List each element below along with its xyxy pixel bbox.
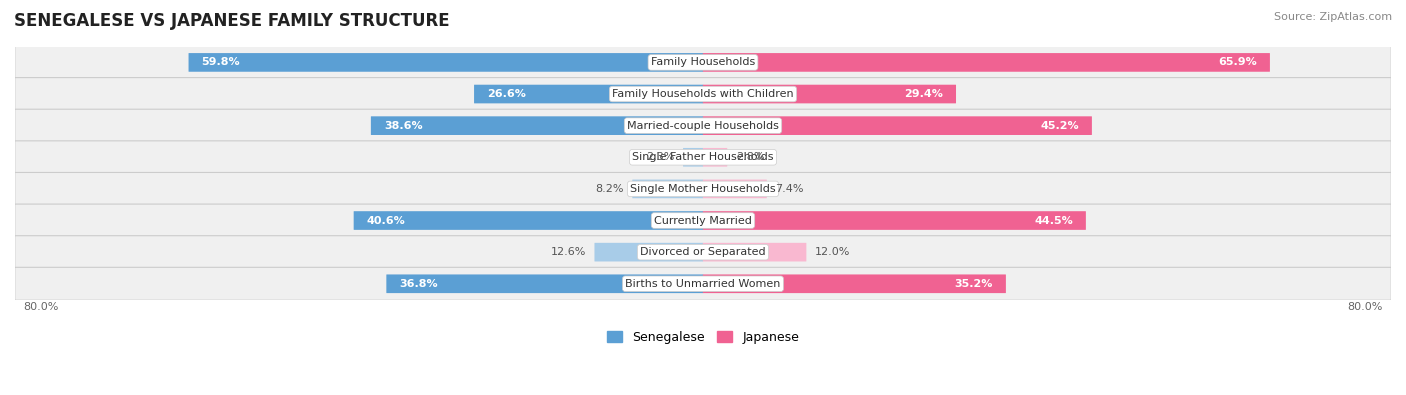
FancyBboxPatch shape — [15, 236, 1391, 269]
Text: Married-couple Households: Married-couple Households — [627, 120, 779, 131]
Text: 29.4%: 29.4% — [904, 89, 943, 99]
FancyBboxPatch shape — [15, 109, 1391, 142]
Text: Births to Unmarried Women: Births to Unmarried Women — [626, 279, 780, 289]
FancyBboxPatch shape — [354, 211, 703, 230]
Text: 2.8%: 2.8% — [735, 152, 765, 162]
FancyBboxPatch shape — [371, 117, 703, 135]
Text: 80.0%: 80.0% — [1347, 301, 1382, 312]
Text: 38.6%: 38.6% — [384, 120, 423, 131]
Text: 59.8%: 59.8% — [201, 57, 240, 68]
Text: Currently Married: Currently Married — [654, 216, 752, 226]
Text: Divorced or Separated: Divorced or Separated — [640, 247, 766, 257]
Text: Family Households with Children: Family Households with Children — [612, 89, 794, 99]
Text: 26.6%: 26.6% — [486, 89, 526, 99]
Text: 35.2%: 35.2% — [955, 279, 993, 289]
Text: 12.6%: 12.6% — [551, 247, 586, 257]
Text: 65.9%: 65.9% — [1218, 57, 1257, 68]
FancyBboxPatch shape — [387, 275, 703, 293]
FancyBboxPatch shape — [15, 204, 1391, 237]
FancyBboxPatch shape — [15, 173, 1391, 205]
Text: Family Households: Family Households — [651, 57, 755, 68]
Text: Single Mother Households: Single Mother Households — [630, 184, 776, 194]
Text: 44.5%: 44.5% — [1033, 216, 1073, 226]
FancyBboxPatch shape — [633, 180, 703, 198]
FancyBboxPatch shape — [703, 243, 807, 261]
Text: Source: ZipAtlas.com: Source: ZipAtlas.com — [1274, 12, 1392, 22]
Text: 40.6%: 40.6% — [367, 216, 405, 226]
Text: 80.0%: 80.0% — [24, 301, 59, 312]
FancyBboxPatch shape — [703, 275, 1005, 293]
FancyBboxPatch shape — [703, 117, 1092, 135]
Text: 7.4%: 7.4% — [775, 184, 804, 194]
Text: 45.2%: 45.2% — [1040, 120, 1078, 131]
FancyBboxPatch shape — [703, 53, 1270, 72]
Text: 8.2%: 8.2% — [595, 184, 624, 194]
Text: 12.0%: 12.0% — [815, 247, 851, 257]
FancyBboxPatch shape — [15, 141, 1391, 174]
FancyBboxPatch shape — [703, 85, 956, 103]
Text: 2.3%: 2.3% — [647, 152, 675, 162]
FancyBboxPatch shape — [474, 85, 703, 103]
FancyBboxPatch shape — [15, 77, 1391, 111]
FancyBboxPatch shape — [15, 46, 1391, 79]
FancyBboxPatch shape — [703, 180, 766, 198]
FancyBboxPatch shape — [683, 148, 703, 167]
FancyBboxPatch shape — [15, 267, 1391, 300]
FancyBboxPatch shape — [703, 211, 1085, 230]
FancyBboxPatch shape — [595, 243, 703, 261]
Legend: Senegalese, Japanese: Senegalese, Japanese — [602, 326, 804, 349]
Text: SENEGALESE VS JAPANESE FAMILY STRUCTURE: SENEGALESE VS JAPANESE FAMILY STRUCTURE — [14, 12, 450, 30]
Text: 36.8%: 36.8% — [399, 279, 439, 289]
FancyBboxPatch shape — [188, 53, 703, 72]
Text: Single Father Households: Single Father Households — [633, 152, 773, 162]
FancyBboxPatch shape — [703, 148, 727, 167]
